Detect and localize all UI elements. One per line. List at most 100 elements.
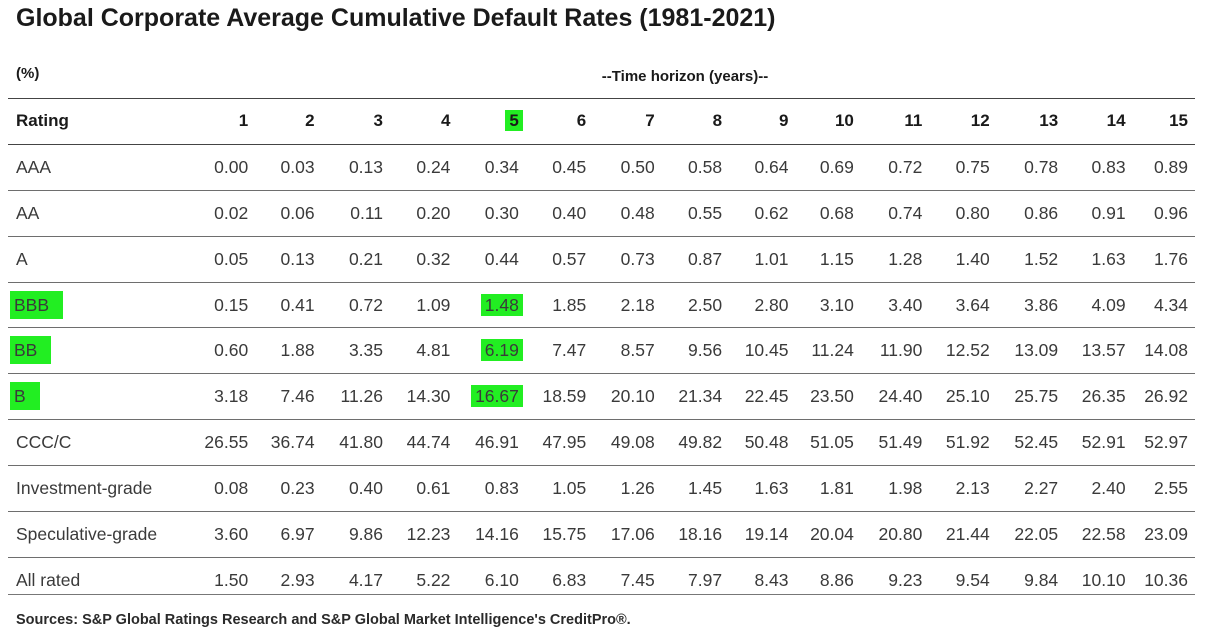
rate-value: 8.43 bbox=[754, 569, 789, 590]
year-column-header: 10 bbox=[795, 99, 861, 145]
rate-cell: 0.58 bbox=[661, 143, 730, 191]
rate-value: 3.18 bbox=[214, 386, 249, 407]
rate-cell: 0.80 bbox=[929, 189, 997, 237]
rate-cell: 0.83 bbox=[457, 465, 526, 512]
rate-value: 44.74 bbox=[406, 432, 451, 453]
rate-cell: 0.02 bbox=[191, 189, 256, 237]
rate-value: 3.10 bbox=[819, 294, 854, 315]
rate-value: 3.64 bbox=[955, 294, 990, 315]
rate-value: 0.40 bbox=[552, 202, 587, 223]
rate-value: 1.09 bbox=[416, 294, 451, 315]
rate-value: 0.30 bbox=[484, 202, 519, 223]
table-row: A 0.05 0.13 0.21 0.32 0.44 0.57 0.73 0.87 1.01 1.1… bbox=[8, 235, 1195, 283]
rate-value: 0.80 bbox=[955, 202, 990, 223]
rate-cell: 3.18 bbox=[191, 373, 256, 420]
rate-value: 23.50 bbox=[810, 386, 854, 407]
rate-value: 2.50 bbox=[688, 294, 723, 315]
year-column-header: 9 bbox=[729, 99, 796, 145]
rating-column-header: Rating bbox=[8, 99, 192, 145]
rate-cell: 20.80 bbox=[860, 511, 930, 558]
rate-value: 14.08 bbox=[1144, 340, 1188, 361]
rate-cell: 1.05 bbox=[525, 465, 594, 512]
rate-cell: 0.91 bbox=[1065, 189, 1133, 237]
year-column-header-label: 10 bbox=[834, 111, 854, 131]
rate-cell: 13.57 bbox=[1065, 327, 1133, 374]
rate-value: 3.60 bbox=[214, 523, 249, 544]
rate-value: 52.45 bbox=[1014, 432, 1059, 453]
rate-cell: 0.75 bbox=[929, 143, 997, 191]
rate-cell: 0.41 bbox=[255, 281, 322, 328]
rate-value: 41.80 bbox=[339, 432, 384, 453]
rate-value: 26.55 bbox=[204, 432, 249, 453]
rate-cell: 0.68 bbox=[795, 189, 861, 237]
rate-cell: 1.40 bbox=[929, 235, 997, 283]
rate-value: 9.86 bbox=[348, 523, 384, 544]
rate-cell: 0.72 bbox=[321, 281, 391, 328]
rate-value: 20.10 bbox=[610, 386, 655, 407]
rate-value: 0.13 bbox=[280, 248, 315, 269]
rate-cell: 2.40 bbox=[1065, 465, 1133, 512]
rate-value: 0.62 bbox=[754, 202, 789, 223]
rate-cell: 6.83 bbox=[525, 556, 594, 603]
rate-cell: 7.97 bbox=[661, 556, 730, 603]
rate-cell: 9.84 bbox=[996, 556, 1066, 603]
rate-value: 6.19 bbox=[480, 339, 523, 362]
rate-value: 21.44 bbox=[945, 523, 990, 544]
rate-value: 2.93 bbox=[280, 569, 315, 590]
rate-cell: 18.16 bbox=[661, 511, 730, 558]
rate-value: 0.89 bbox=[1153, 156, 1188, 177]
rate-cell: 3.86 bbox=[996, 281, 1066, 328]
rate-cell: 0.15 bbox=[191, 281, 256, 328]
rate-value: 1.05 bbox=[552, 478, 587, 499]
rate-cell: 2.50 bbox=[661, 281, 730, 328]
rate-value: 1.28 bbox=[888, 248, 923, 269]
rate-cell: 0.21 bbox=[321, 235, 391, 283]
rate-value: 1.98 bbox=[888, 478, 923, 499]
rate-cell: 14.08 bbox=[1132, 327, 1195, 374]
rate-cell: 49.82 bbox=[661, 419, 730, 466]
year-column-header-label: 6 bbox=[576, 111, 587, 131]
rate-value: 0.68 bbox=[819, 202, 854, 223]
rate-cell: 49.08 bbox=[593, 419, 662, 466]
rate-value: 2.40 bbox=[1091, 478, 1126, 499]
rate-cell: 2.80 bbox=[729, 281, 796, 328]
rate-value: 0.91 bbox=[1091, 202, 1126, 223]
rate-value: 0.08 bbox=[214, 478, 249, 499]
year-column-header-label: 15 bbox=[1169, 111, 1188, 131]
rate-cell: 0.20 bbox=[390, 189, 458, 237]
rating-label: A bbox=[16, 248, 28, 269]
year-column-header: 2 bbox=[255, 99, 322, 145]
rate-value: 0.75 bbox=[955, 156, 990, 177]
rate-value: 0.06 bbox=[280, 202, 315, 223]
rate-value: 6.10 bbox=[484, 569, 519, 590]
rate-value: 0.50 bbox=[620, 156, 655, 177]
rate-cell: 0.72 bbox=[860, 143, 930, 191]
rate-value: 2.55 bbox=[1153, 478, 1188, 499]
rate-cell: 7.45 bbox=[593, 556, 662, 603]
rate-value: 18.59 bbox=[542, 386, 587, 407]
rate-value: 10.10 bbox=[1081, 569, 1126, 590]
year-column-header: 4 bbox=[390, 99, 458, 145]
rating-cell: AA bbox=[8, 189, 192, 237]
rate-cell: 36.74 bbox=[255, 419, 322, 466]
rate-value: 1.85 bbox=[552, 294, 587, 315]
rate-cell: 15.75 bbox=[525, 511, 594, 558]
rate-value: 1.63 bbox=[1091, 248, 1126, 269]
rate-cell: 8.86 bbox=[795, 556, 861, 603]
rate-value: 51.92 bbox=[945, 432, 990, 453]
rate-cell: 51.49 bbox=[860, 419, 930, 466]
rate-value: 0.40 bbox=[348, 478, 384, 499]
rate-value: 0.11 bbox=[350, 202, 384, 223]
rate-value: 0.24 bbox=[416, 156, 451, 177]
year-column-header: 1 bbox=[191, 99, 256, 145]
rate-value: 1.01 bbox=[754, 248, 789, 269]
rate-value: 0.41 bbox=[280, 294, 315, 315]
rating-label: BBB bbox=[10, 290, 64, 319]
rate-value: 6.97 bbox=[280, 523, 315, 544]
rate-value: 23.09 bbox=[1144, 523, 1188, 544]
rate-value: 0.74 bbox=[888, 202, 923, 223]
rate-cell: 11.26 bbox=[321, 373, 391, 420]
rate-value: 19.14 bbox=[744, 523, 789, 544]
rate-value: 2.13 bbox=[955, 478, 990, 499]
rate-value: 7.97 bbox=[688, 569, 723, 590]
